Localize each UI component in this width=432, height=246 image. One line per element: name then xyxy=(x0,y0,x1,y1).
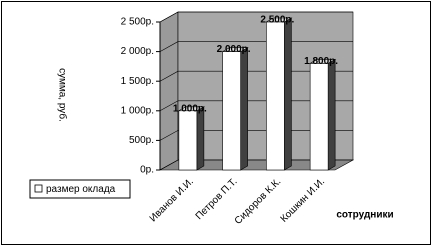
y-axis-label: сумма, руб. xyxy=(56,68,68,122)
y-tick-label: 2 500р. xyxy=(121,17,154,28)
bar-side xyxy=(327,58,336,171)
grid-line xyxy=(159,159,353,171)
y-tick-label: 2 000р. xyxy=(121,46,154,57)
data-label: 2 500р. xyxy=(260,15,294,26)
data-label: 2 000р. xyxy=(217,44,251,55)
bar-side xyxy=(196,106,205,171)
grid-line xyxy=(159,130,353,141)
legend xyxy=(29,179,131,199)
legend-swatch xyxy=(34,184,43,193)
grid-line xyxy=(159,11,353,23)
x-axis-label: сотрудники xyxy=(336,210,393,221)
y-tick-label: 500р. xyxy=(129,135,154,146)
bar xyxy=(178,110,198,171)
grid-line xyxy=(159,70,353,82)
legend-label: размер оклада xyxy=(46,184,116,195)
bar xyxy=(222,51,241,171)
bar xyxy=(266,21,285,171)
y-tick-label: 1 000р. xyxy=(121,105,154,116)
bar-side xyxy=(284,17,292,171)
side-wall xyxy=(159,11,179,171)
grid-line xyxy=(159,41,353,52)
bar xyxy=(309,63,329,171)
grid-line xyxy=(159,100,353,112)
y-tick-label: 0р. xyxy=(140,165,154,176)
data-label: 1 800р. xyxy=(304,56,338,67)
y-tick-label: 1 500р. xyxy=(121,76,154,87)
bar-side xyxy=(240,47,248,171)
data-label: 1 000р. xyxy=(173,103,207,114)
